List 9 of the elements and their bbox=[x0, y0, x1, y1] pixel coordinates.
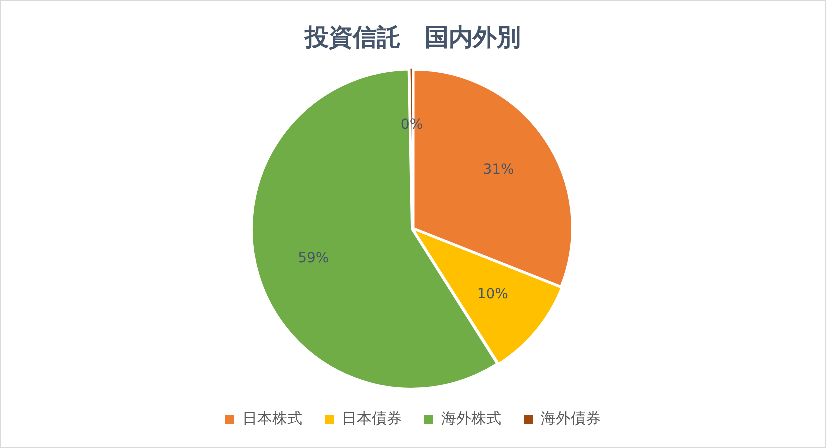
legend-label: 海外株式 bbox=[442, 409, 502, 428]
legend-label: 日本株式 bbox=[242, 409, 302, 428]
data-label: 0% bbox=[400, 116, 424, 133]
data-label: 10% bbox=[477, 286, 508, 303]
chart-title: 投資信託 国内外別 bbox=[304, 24, 521, 52]
legend-label: 日本債券 bbox=[342, 409, 402, 428]
data-label: 59% bbox=[298, 250, 330, 266]
data-label: 31% bbox=[483, 162, 514, 178]
legend-label: 海外債券 bbox=[541, 409, 601, 428]
